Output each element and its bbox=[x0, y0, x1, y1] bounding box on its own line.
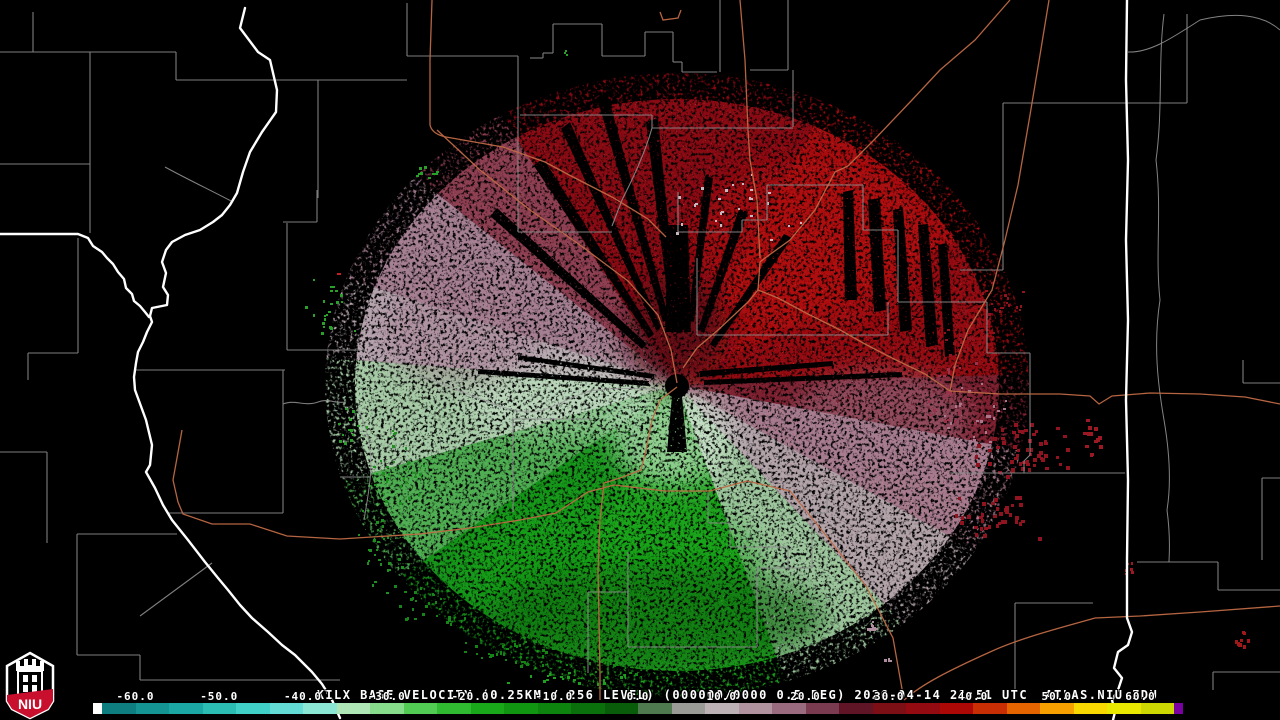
colorbar-segment bbox=[470, 703, 504, 714]
state-border-lines bbox=[0, 0, 1134, 720]
colorbar-start-cap bbox=[93, 703, 102, 714]
colorbar-segment bbox=[102, 703, 136, 714]
colorbar-tick-label: 30.0 bbox=[874, 690, 905, 703]
colorbar-segment bbox=[236, 703, 270, 714]
colorbar-tick-label: -10.0 bbox=[535, 690, 574, 703]
colorbar-tick-label: -30.0 bbox=[367, 690, 406, 703]
radar-site-dot bbox=[665, 374, 689, 398]
colorbar-segment bbox=[772, 703, 806, 714]
colorbar-segment bbox=[973, 703, 1007, 714]
colorbar-segment bbox=[303, 703, 337, 714]
colorbar-segment bbox=[370, 703, 404, 714]
colorbar-segment bbox=[1140, 703, 1174, 714]
colorbar-segment bbox=[135, 703, 169, 714]
logo-red-band bbox=[7, 689, 53, 718]
colorbar-segment bbox=[872, 703, 906, 714]
colorbar-segment bbox=[738, 703, 772, 714]
colorbar-tick-label: -40.0 bbox=[283, 690, 323, 703]
colorbar-tick-label: 60.0 bbox=[1125, 690, 1156, 703]
status-bar: KILX BASE VELOCITY (0.25KM / 256 LEVEL) … bbox=[282, 674, 1158, 716]
colorbar-segment bbox=[269, 703, 303, 714]
niu-logo: NIU bbox=[5, 651, 55, 720]
colorbar-segment bbox=[1006, 703, 1040, 714]
colorbar-tick-label: 10.0 bbox=[706, 690, 737, 703]
castle-icon bbox=[16, 659, 44, 671]
colorbar-segment bbox=[671, 703, 705, 714]
river-lines bbox=[164, 13, 1280, 563]
colorbar-tick-label: 50.0 bbox=[1041, 690, 1072, 703]
county-border-lines bbox=[0, 0, 1280, 690]
colorbar-tick-label: -60.0 bbox=[116, 690, 155, 703]
colorbar-segment bbox=[805, 703, 839, 714]
beam-blockage-spikes bbox=[478, 92, 955, 452]
colorbar-segment bbox=[537, 703, 571, 714]
colorbar-segment bbox=[169, 703, 203, 714]
colorbar-segment bbox=[939, 703, 973, 714]
colorbar-segment bbox=[571, 703, 605, 714]
colorbar-segment bbox=[336, 703, 370, 714]
colorbar-segment bbox=[638, 703, 672, 714]
colorbar-segment bbox=[705, 703, 739, 714]
logo-text: NIU bbox=[18, 696, 42, 712]
status-text: KILX BASE VELOCITY (0.25KM / 256 LEVEL) … bbox=[316, 688, 1159, 702]
colorbar-segment bbox=[604, 703, 638, 714]
colorbar-segment bbox=[839, 703, 873, 714]
colorbar-segment bbox=[437, 703, 471, 714]
colorbar-segment bbox=[504, 703, 538, 714]
colorbar-segment bbox=[202, 703, 236, 714]
colorbar-segment bbox=[403, 703, 437, 714]
colorbar-segment bbox=[1040, 703, 1074, 714]
colorbar-tick-label: -20.0 bbox=[451, 690, 490, 703]
colorbar-tick-label: 20.0 bbox=[790, 690, 821, 703]
distant-echo-scatter bbox=[305, 50, 1250, 686]
colorbar-tick-label: -50.0 bbox=[200, 690, 239, 703]
colorbar-segment bbox=[1073, 703, 1107, 714]
colorbar-end-cap bbox=[1174, 703, 1183, 714]
colorbar-segment bbox=[906, 703, 940, 714]
colorbar-tick-label: 0.0 bbox=[626, 690, 650, 703]
colorbar-segment bbox=[1107, 703, 1141, 714]
colorbar-tick-label: 40.0 bbox=[957, 690, 989, 703]
velocity-colorbar bbox=[93, 703, 1183, 714]
highway-lines bbox=[172, 0, 1280, 701]
